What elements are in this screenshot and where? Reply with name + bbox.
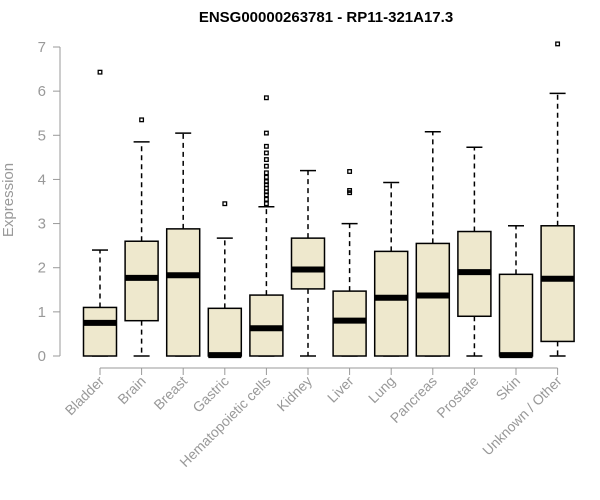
y-tick-label: 1 [38, 304, 46, 321]
x-tick-label: Brain [114, 373, 148, 407]
y-tick-label: 6 [38, 83, 46, 100]
x-tick-label: Prostate [433, 373, 481, 421]
x-tick-label: Breast [150, 373, 190, 413]
x-tick-label: Kidney [274, 373, 316, 415]
box-hematopoietic-cells [249, 95, 284, 357]
box-iqr [498, 273, 534, 357]
outlier-point [222, 201, 228, 207]
x-tick-label: Liver [324, 373, 357, 406]
outlier-point [97, 69, 103, 75]
box-brain [124, 117, 159, 357]
box-iqr [540, 225, 575, 343]
box-unknown-other [540, 41, 575, 357]
box-gastric [207, 201, 243, 359]
y-tick-label: 4 [38, 171, 46, 188]
chart-title: ENSG00000263781 - RP11-321A17.3 [199, 9, 453, 26]
box-iqr [124, 240, 159, 322]
box-iqr [207, 307, 243, 357]
box-iqr [82, 306, 118, 357]
x-tick-label: Bladder [62, 373, 108, 419]
box-lung [373, 181, 409, 357]
outlier-point [139, 117, 145, 123]
box-iqr [290, 237, 326, 290]
x-tick-label: Unknown / Other [479, 373, 565, 459]
outlier-point [263, 143, 269, 149]
y-tick-label: 3 [38, 216, 46, 233]
box-iqr [373, 250, 409, 357]
box-pancreas [415, 131, 451, 357]
y-tick-label: 5 [38, 127, 46, 144]
outlier-point [263, 179, 269, 185]
box-bladder [82, 69, 118, 357]
y-axis-label: Expression [0, 163, 17, 237]
outlier-point [263, 130, 269, 136]
y-tick-label: 2 [38, 260, 46, 277]
outlier-point [555, 41, 561, 47]
outlier-point [263, 201, 269, 207]
outlier-point [347, 188, 353, 193]
box-liver [332, 169, 367, 357]
outlier-point [263, 150, 269, 156]
boxes-group [82, 41, 575, 359]
x-tick-label: Lung [365, 373, 398, 406]
y-tick-label: 0 [38, 348, 46, 365]
outlier-point [263, 174, 269, 180]
outlier-point [263, 163, 269, 169]
outlier-point [263, 196, 269, 202]
outlier-point [263, 170, 269, 176]
outlier-point [347, 169, 353, 174]
box-iqr [415, 242, 451, 357]
box-breast [165, 132, 201, 357]
box-iqr [165, 228, 201, 357]
box-prostate [457, 146, 492, 357]
y-axis: 0 1 2 3 4 5 6 7 [38, 39, 61, 365]
box-kidney [290, 169, 326, 357]
x-tick-label: Skin [493, 373, 524, 404]
box-skin [498, 225, 534, 359]
y-tick-label: 7 [38, 39, 46, 56]
outlier-point [263, 95, 269, 101]
outlier-point [263, 157, 269, 163]
